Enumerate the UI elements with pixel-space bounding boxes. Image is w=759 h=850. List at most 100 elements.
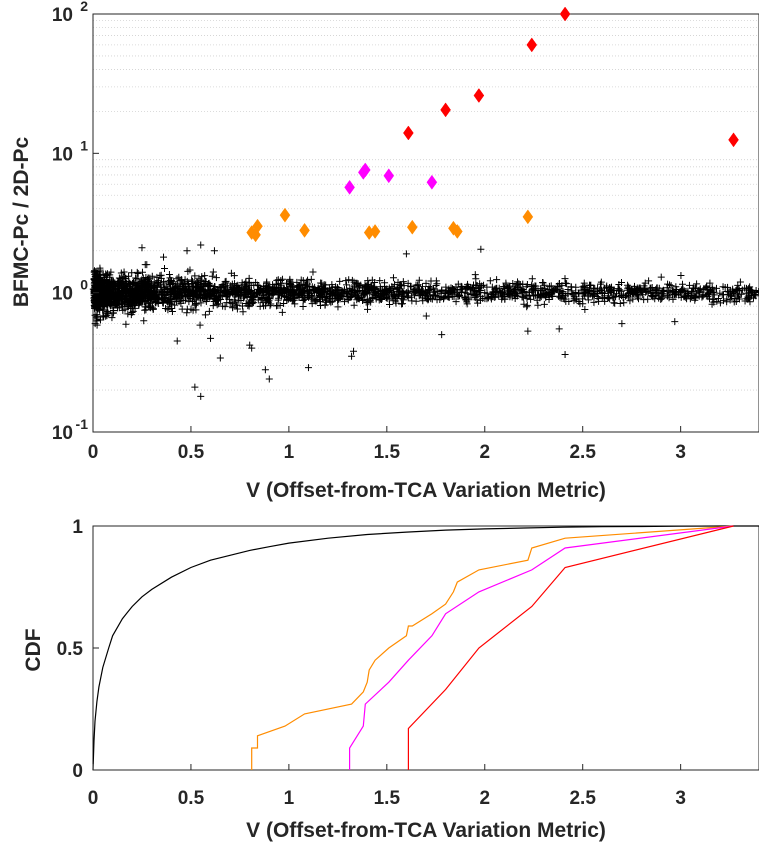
scatter-point — [682, 293, 690, 301]
scatter-point — [732, 298, 740, 306]
scatter-point — [598, 289, 606, 297]
scatter-point — [286, 275, 294, 283]
scatter-point — [267, 300, 275, 308]
scatter-point — [328, 281, 336, 289]
scatter-point — [344, 289, 352, 297]
scatter-point — [437, 293, 445, 301]
scatter-point — [206, 281, 214, 289]
scatter-point — [159, 299, 167, 307]
scatter-point — [744, 295, 752, 303]
scatter-point — [128, 287, 136, 295]
scatter-point — [225, 287, 233, 295]
diamond-point — [526, 37, 538, 53]
scatter-point — [509, 287, 517, 295]
scatter-point — [256, 302, 264, 310]
scatter-point — [489, 290, 497, 298]
scatter-point — [602, 283, 610, 291]
scatter-point — [699, 292, 707, 300]
scatter-point — [472, 288, 480, 296]
scatter-point — [190, 282, 198, 290]
bottom-cdf-lines — [92, 525, 759, 771]
scatter-point — [296, 284, 304, 292]
top-grid — [93, 19, 759, 391]
scatter-point — [143, 261, 151, 269]
scatter-point — [563, 280, 571, 288]
scatter-point — [363, 282, 371, 290]
scatter-point — [546, 290, 554, 298]
scatter-point — [231, 280, 239, 288]
scatter-point — [328, 298, 336, 306]
scatter-point — [609, 286, 617, 294]
scatter-point — [186, 295, 194, 303]
x-tick-label: 3 — [675, 788, 686, 809]
scatter-point — [505, 283, 513, 291]
scatter-point — [534, 291, 542, 299]
top-frame — [92, 13, 759, 433]
scatter-point — [183, 309, 191, 317]
scatter-point — [407, 283, 415, 291]
scatter-point — [359, 297, 367, 305]
scatter-point — [183, 247, 191, 255]
scatter-point — [456, 292, 464, 300]
scatter-point — [504, 285, 512, 293]
diamond-point — [359, 162, 371, 178]
scatter-point — [202, 297, 210, 305]
scatter-point — [685, 281, 693, 289]
scatter-point — [280, 292, 288, 300]
scatter-point — [117, 269, 125, 277]
scatter-point — [205, 307, 213, 315]
scatter-point — [612, 293, 620, 301]
scatter-point — [748, 286, 756, 294]
scatter-point — [500, 288, 508, 296]
scatter-point — [247, 281, 255, 289]
scatter-point — [364, 305, 372, 313]
scatter-point — [383, 288, 391, 296]
scatter-point — [254, 296, 262, 304]
scatter-point — [677, 289, 685, 297]
scatter-point — [376, 277, 384, 285]
x-tick-label: 0 — [88, 442, 99, 463]
scatter-point — [153, 280, 161, 288]
scatter-point — [644, 295, 652, 303]
scatter-point — [672, 283, 680, 291]
scatter-point — [431, 287, 439, 295]
scatter-point — [490, 289, 498, 297]
scatter-point — [514, 283, 522, 291]
scatter-point — [509, 288, 517, 296]
scatter-point — [160, 285, 168, 293]
scatter-point — [525, 291, 533, 299]
scatter-point — [408, 297, 416, 305]
scatter-point — [241, 290, 249, 298]
scatter-point — [226, 290, 234, 298]
scatter-point — [561, 275, 569, 283]
scatter-point — [256, 289, 263, 297]
scatter-point — [156, 272, 164, 280]
scatter-point — [252, 278, 260, 286]
scatter-point — [272, 302, 280, 310]
bottom-y-axis-label: CDF — [22, 628, 45, 671]
scatter-point — [322, 281, 330, 289]
scatter-point — [128, 279, 136, 287]
scatter-point — [212, 274, 220, 282]
scatter-point — [422, 279, 430, 287]
scatter-point — [158, 291, 166, 299]
scatter-point — [340, 286, 348, 294]
scatter-point — [364, 277, 372, 285]
bottom-x-ticks: 0 0.5 1 1.5 2 2.5 3 — [88, 764, 686, 809]
scatter-point — [647, 284, 655, 292]
scatter-point — [515, 280, 523, 288]
scatter-point — [220, 283, 228, 291]
scatter-point — [540, 300, 548, 308]
scatter-point — [424, 296, 432, 304]
scatter-point — [432, 281, 440, 289]
scatter-point — [209, 268, 217, 276]
scatter-point — [239, 308, 247, 316]
scatter-point — [123, 302, 131, 310]
scatter-point — [398, 290, 406, 298]
scatter-point — [106, 271, 114, 279]
scatter-point — [246, 300, 254, 308]
scatter-point — [385, 300, 393, 308]
diamond-point — [279, 207, 291, 223]
scatter-point — [402, 289, 410, 297]
